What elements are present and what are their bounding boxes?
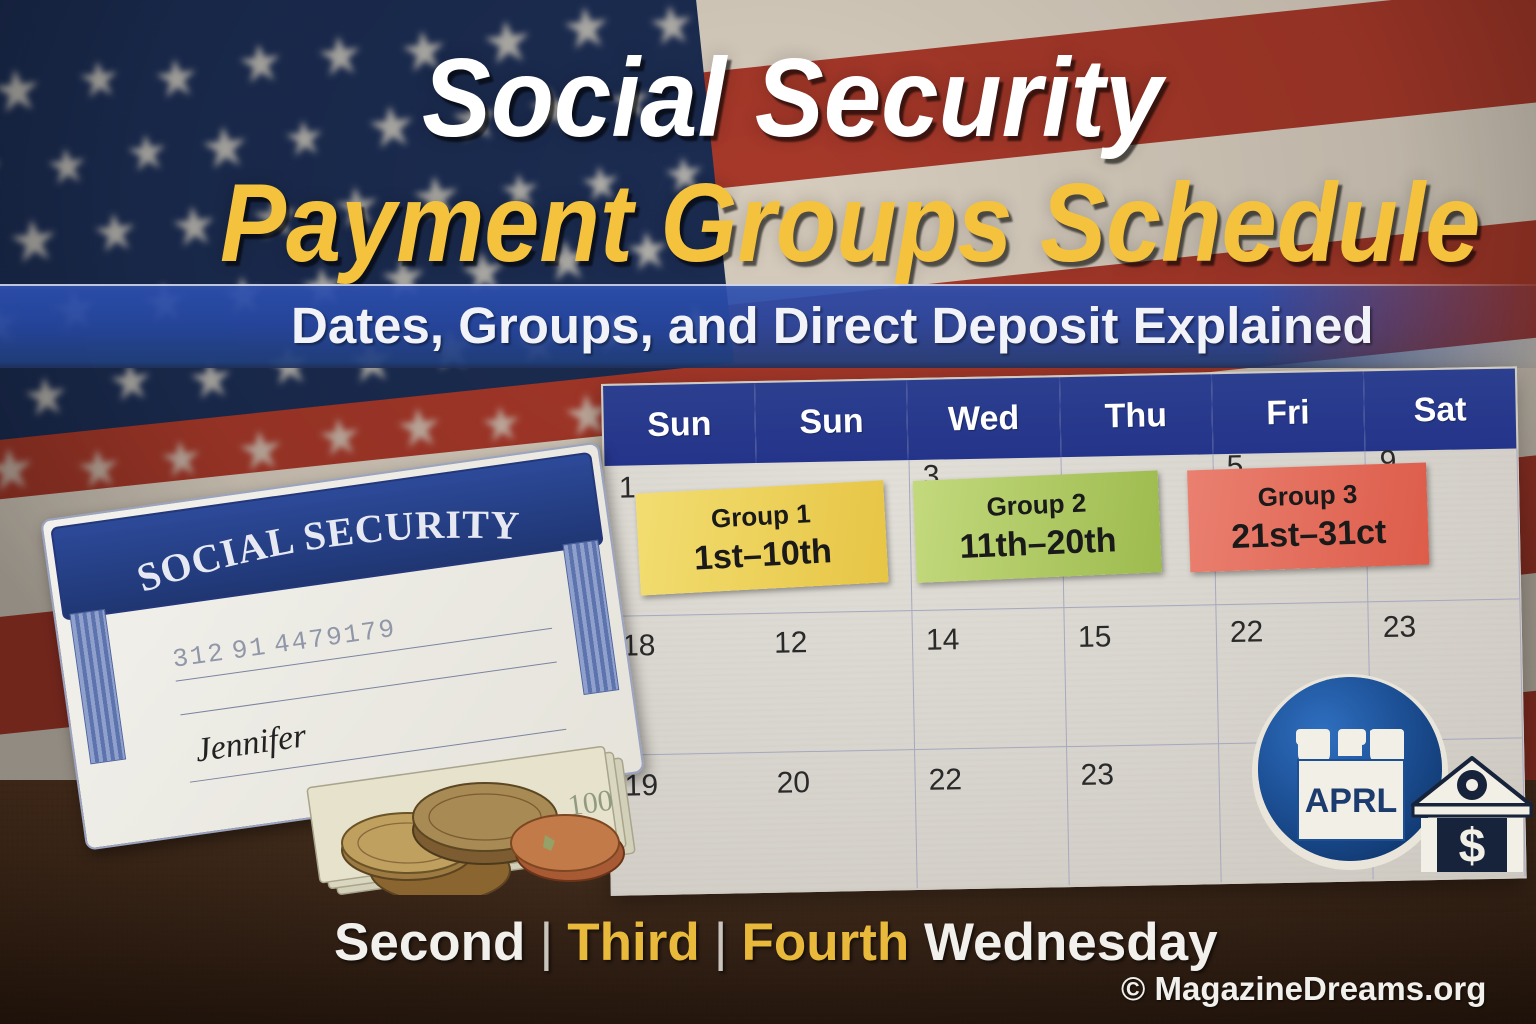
- svg-text:APRL: APRL: [1305, 782, 1398, 820]
- svg-text:$: $: [1459, 820, 1486, 872]
